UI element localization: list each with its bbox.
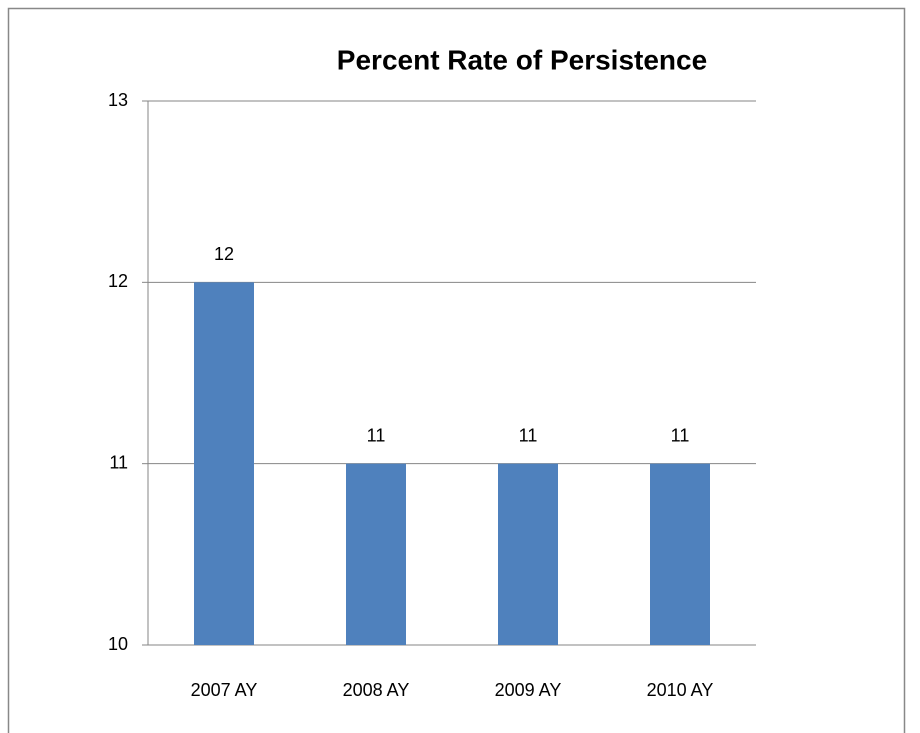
bar	[650, 463, 710, 645]
data-label: 11	[519, 425, 538, 445]
chart-frame	[7, 7, 906, 733]
x-tick-label: 2009 AY	[495, 680, 562, 700]
y-tick-label: 13	[108, 90, 128, 110]
x-tick-label: 2010 AY	[647, 680, 714, 700]
chart-title: Percent Rate of Persistence	[337, 44, 707, 75]
y-tick-label: 12	[108, 271, 128, 291]
x-tick-label: 2008 AY	[343, 680, 410, 700]
x-tick-label: 2007 AY	[191, 680, 258, 700]
y-tick-label: 11	[109, 452, 128, 472]
data-label: 12	[214, 244, 234, 264]
data-label: 11	[671, 425, 690, 445]
y-tick-label: 10	[108, 634, 128, 654]
bar	[346, 463, 406, 645]
bar	[194, 282, 254, 645]
data-label: 11	[367, 425, 386, 445]
bar	[498, 463, 558, 645]
